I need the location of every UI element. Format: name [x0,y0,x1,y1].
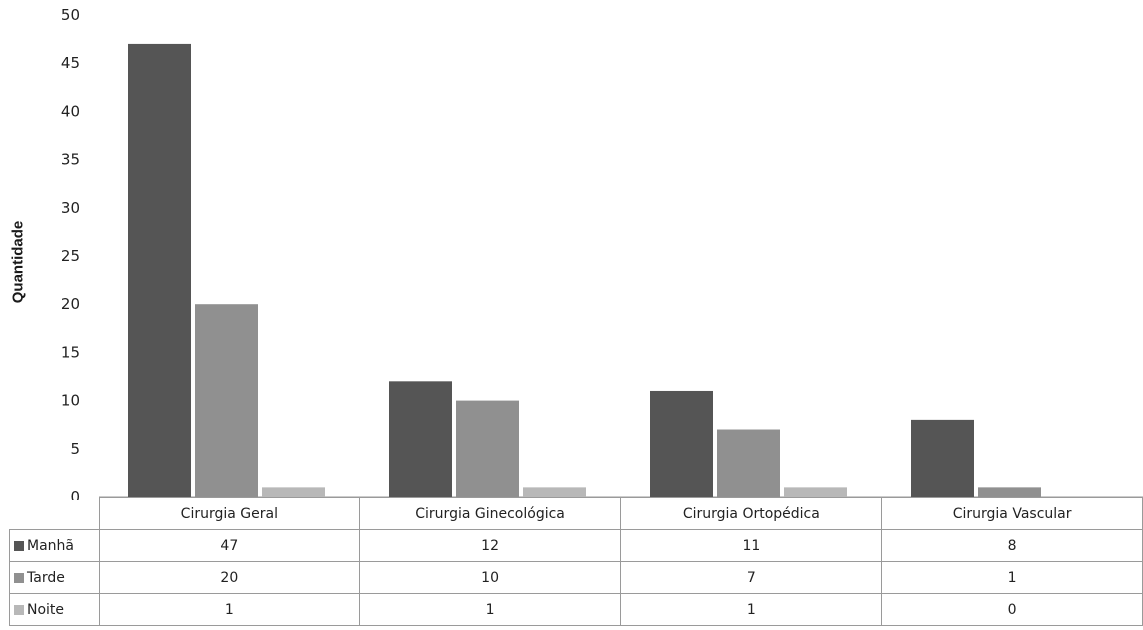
bar [456,400,519,497]
category-label: Cirurgia Ortopédica [620,497,883,530]
series-name: Manhã [27,537,74,554]
y-tick-label: 15 [61,343,80,361]
y-tick-label: 35 [61,151,80,169]
data-table-cell: 8 [881,529,1143,562]
data-table-header-row: Cirurgia Geral Cirurgia Ginecológica Cir… [9,497,1143,530]
bar [784,487,847,497]
data-table-row: Noite 1 1 1 0 [9,593,1143,626]
bar [262,487,325,497]
bar [195,304,258,497]
y-tick-label: 25 [61,247,80,265]
data-table-cell: 20 [98,561,360,594]
data-table-cell: 1 [881,561,1143,594]
y-tick-label: 10 [61,392,80,410]
category-label: Cirurgia Vascular [881,497,1143,530]
data-table-cell: 12 [358,529,622,562]
legend-key [14,572,24,583]
data-table-cell: 10 [358,561,622,594]
data-table-cell: 1 [98,593,360,626]
bar [911,419,974,497]
bar [717,429,780,497]
legend-key [14,540,24,551]
data-table-cell: 1 [358,593,622,626]
data-table-cell: 1 [620,593,883,626]
y-tick-label: 5 [70,440,80,458]
data-table-row: Tarde 20 10 7 1 [9,561,1143,594]
series-label: Tarde [9,561,100,594]
bar [978,487,1041,497]
y-tick-label: 0 [70,488,80,500]
series-label: Noite [9,593,100,626]
chart-plot-area: 0 5 10 15 20 25 30 35 40 45 50 [61,6,1143,500]
y-tick-label: 30 [61,199,80,217]
legend-key [14,604,24,615]
y-tick-label: 45 [61,54,80,72]
series-name: Tarde [27,569,65,586]
data-table-cell: 0 [881,593,1143,626]
y-tick-label: 40 [61,102,80,120]
bar [523,487,586,497]
data-table-cell: 11 [620,529,883,562]
category-label: Cirurgia Geral [98,497,360,530]
bar [128,43,191,498]
y-tick-label: 50 [61,6,80,24]
y-axis-label: Quantidade [9,220,27,304]
series-label: Manhã [9,529,100,562]
data-table-cell: 7 [620,561,883,594]
category-label: Cirurgia Ginecológica [358,497,622,530]
data-table-row: Manhã 47 12 11 8 [9,529,1143,562]
y-tick-label: 20 [61,295,80,313]
data-table-cell: 47 [98,529,360,562]
bar [650,390,713,497]
bar [389,381,452,497]
series-name: Noite [27,601,65,618]
data-table-corner [9,497,100,530]
data-table: Cirurgia Geral Cirurgia Ginecológica Cir… [9,497,1143,626]
